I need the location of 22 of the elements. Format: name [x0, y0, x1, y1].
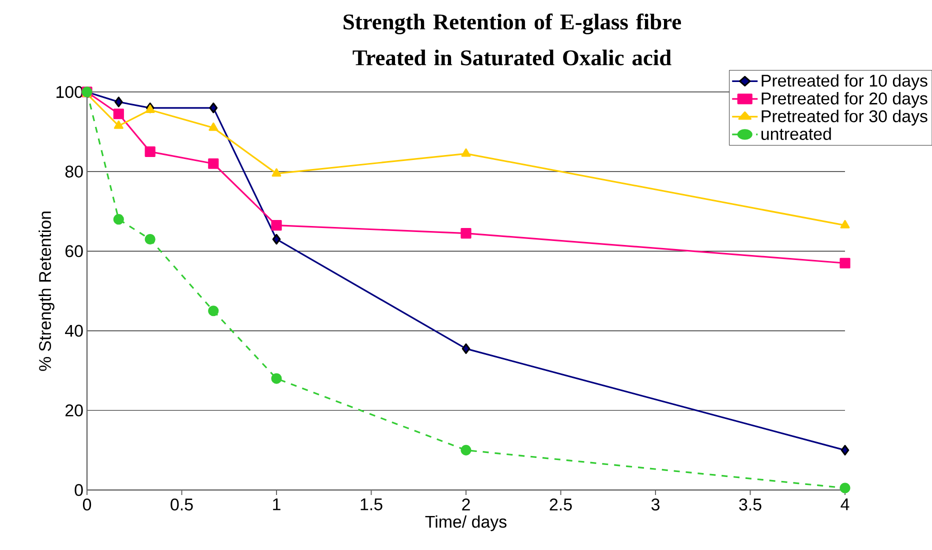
- x-tick-label: 2.5: [550, 498, 572, 511]
- x-tick-label: 2: [462, 498, 470, 510]
- x-tick-label: 1: [273, 498, 280, 510]
- chart-title: Strength Retention of E-glass fibre Treated in Saturated Oxalic acid: [344, 14, 682, 66]
- x-tick-label: 4: [840, 498, 850, 510]
- x-tick-label: 0.5: [170, 498, 193, 511]
- y-tick-label: 0: [74, 484, 83, 496]
- legend-label: Pretreated for 20 days: [762, 92, 928, 108]
- x-tick-label: 0: [82, 498, 92, 511]
- y-tick-label: 40: [65, 324, 83, 337]
- y-tick-label: 60: [66, 245, 83, 258]
- x-tick-label: 1.5: [360, 498, 382, 510]
- legend-label: Pretreated for 30 days: [762, 110, 928, 126]
- y-axis-title: % Strength Retention: [38, 212, 54, 371]
- legend-label: Pretreated for 10 days: [762, 74, 928, 90]
- x-axis-title: Time/ days: [425, 515, 506, 532]
- x-tick-label: 3.5: [739, 498, 762, 511]
- x-tick-label: 3: [651, 498, 660, 511]
- y-tick-label: 20: [66, 404, 83, 416]
- legend-label: untreated: [762, 128, 831, 140]
- y-tick-label: 80: [65, 166, 83, 178]
- y-tick-label: 100: [56, 86, 83, 98]
